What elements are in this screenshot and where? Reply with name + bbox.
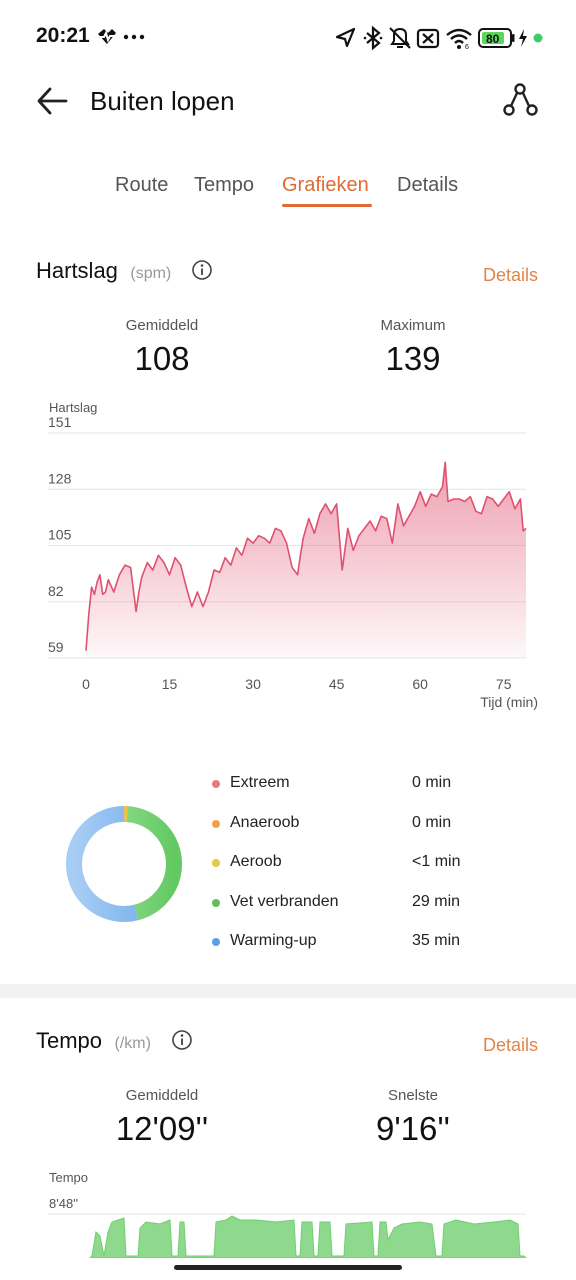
heart-rate-notification-icon: [98, 29, 116, 44]
hr-x-axis-label: Tijd (min): [480, 694, 538, 710]
hr-y-tick-label: 105: [48, 527, 72, 543]
tempo-series-area: [89, 1215, 527, 1258]
zone-color-dot: [212, 819, 220, 828]
home-indicator[interactable]: [174, 1265, 402, 1270]
section-divider: [0, 984, 576, 998]
tab-grafieken[interactable]: Grafieken: [282, 174, 369, 196]
heart-rate-title: Hartslag: [36, 258, 118, 283]
tempo-fastest-value: 9'16'': [376, 1110, 450, 1147]
tempo-y-tick-top: 8'48'': [49, 1196, 79, 1211]
status-icons-right: 6 80: [335, 25, 543, 51]
heart-rate-chart: 151 128 105 82 59 0 15 30 45 60 75 Tijd (min): [48, 414, 538, 710]
tempo-avg-label: Gemiddeld: [125, 1087, 199, 1104]
zone-donut-chart: [66, 806, 182, 922]
zone-color-dot: [212, 898, 220, 907]
location-icon: [335, 27, 356, 48]
hr-x-tick-label: 0: [82, 676, 90, 692]
heart-rate-max-value: 139: [385, 340, 441, 377]
heart-rate-avg-value: 108: [134, 340, 190, 377]
tempo-unit: (/km): [114, 1035, 151, 1052]
zone-name: Vet verbranden: [230, 892, 339, 910]
tab-bar: Route Tempo Grafieken Details: [0, 170, 576, 214]
active-tab-indicator: [282, 204, 372, 207]
zone-row: Warming-up 35 min: [212, 930, 512, 954]
hr-y-tick-label: 59: [48, 639, 64, 655]
zone-name: Warming-up: [230, 932, 317, 949]
svg-text:6: 6: [465, 44, 469, 51]
battery-icon: 80: [478, 28, 515, 48]
hr-series-area: [86, 462, 526, 658]
page-title: Buiten lopen: [90, 86, 235, 116]
zone-name: Anaeroob: [230, 813, 300, 831]
zone-time: 35 min: [412, 932, 461, 949]
status-icons-left: [98, 29, 145, 44]
zone-name: Aeroob: [230, 853, 282, 870]
tempo-fastest-label: Snelste: [387, 1087, 439, 1104]
tempo-details-link[interactable]: Details: [483, 1035, 539, 1055]
hr-y-tick-label: 128: [48, 470, 72, 486]
wifi-icon: 6: [446, 28, 472, 51]
tab-tempo[interactable]: Tempo: [194, 174, 255, 196]
donut-segment-vet-verbranden: [66, 806, 182, 922]
tempo-info-icon[interactable]: [171, 1029, 193, 1051]
hr-y-axis-label: Hartslag: [49, 400, 98, 415]
hr-x-tick-label: 15: [162, 676, 178, 692]
hr-x-tick-label: 45: [329, 676, 345, 692]
tempo-title: Tempo: [36, 1028, 103, 1053]
tempo-avg-value: 12'09'': [115, 1110, 209, 1147]
donut-segment-warming-up: [66, 806, 182, 922]
tempo-chart: [48, 1213, 527, 1258]
back-button[interactable]: [32, 80, 76, 124]
tab-details[interactable]: Details: [397, 174, 459, 196]
heart-rate-avg-label: Gemiddeld: [125, 317, 199, 334]
battery-level: 80: [486, 32, 500, 46]
zone-time: 0 min: [412, 813, 452, 831]
status-time: 20:21: [36, 24, 90, 47]
more-dots-icon: [123, 34, 145, 40]
hr-y-tick-label: 82: [48, 583, 64, 599]
zone-color-dot: [212, 780, 220, 788]
charging-icon: [519, 29, 527, 47]
hr-x-tick-label: 60: [412, 676, 428, 692]
heart-rate-header: Hartslag (spm): [36, 258, 171, 284]
tempo-header: Tempo (/km): [36, 1028, 151, 1054]
heart-rate-unit: (spm): [130, 265, 172, 282]
zone-row: Extreem 0 min: [212, 772, 512, 796]
heart-rate-details-link[interactable]: Details: [483, 265, 539, 285]
hr-series-line: [85, 461, 527, 651]
zone-color-dot: [212, 859, 220, 867]
route-share-button[interactable]: [498, 80, 544, 124]
zone-time: 29 min: [412, 892, 461, 910]
zone-name: Extreem: [230, 774, 290, 791]
zone-time: 0 min: [412, 774, 452, 791]
zone-row: Anaeroob 0 min: [212, 812, 512, 836]
bluetooth-icon: [363, 25, 383, 51]
zone-row: Vet verbranden 29 min: [212, 891, 512, 915]
heart-rate-info-icon[interactable]: [191, 259, 213, 281]
zone-row: Aeroob <1 min: [212, 851, 512, 875]
tab-route[interactable]: Route: [115, 174, 169, 196]
mute-icon: [389, 27, 411, 49]
zone-time: <1 min: [412, 853, 461, 870]
route-icon: [503, 83, 538, 116]
no-sim-icon: [416, 28, 440, 49]
hr-y-tick-label: 151: [48, 414, 72, 430]
zone-color-dot: [212, 938, 220, 946]
tempo-y-axis-label: Tempo: [49, 1170, 89, 1185]
hr-x-tick-label: 30: [245, 676, 261, 692]
heart-rate-max-label: Maximum: [380, 317, 446, 334]
active-dot-icon: [533, 33, 543, 43]
hr-x-tick-label: 75: [496, 676, 512, 692]
